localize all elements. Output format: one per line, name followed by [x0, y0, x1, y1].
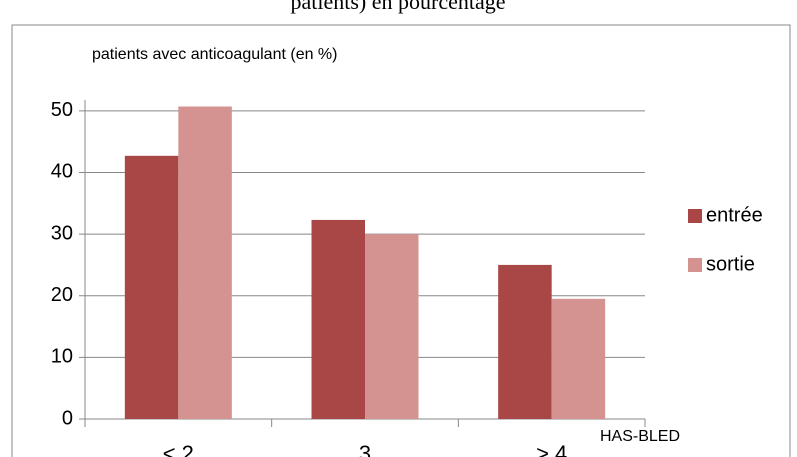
bar [124, 155, 179, 419]
y-tick-label: 20 [51, 284, 73, 306]
chart-title: patients) en pourcentage [290, 0, 505, 14]
y-tick-label: 40 [51, 161, 73, 183]
bar [365, 234, 419, 419]
bar [311, 219, 365, 419]
legend-swatch [688, 209, 702, 223]
bar [498, 264, 552, 419]
x-tick-label: > 4 [536, 441, 567, 457]
legend-label: sortie [706, 253, 755, 275]
y-tick-label: 0 [62, 407, 73, 429]
y-tick-label: 50 [51, 99, 73, 121]
legend-label: entrée [706, 204, 763, 226]
x-tick-label: 3 [359, 441, 371, 457]
y-tick-label: 10 [51, 346, 73, 368]
legend-swatch [688, 258, 702, 272]
bar [178, 106, 232, 420]
x-axis-label: HAS-BLED [600, 428, 680, 445]
y-axis-label: patients avec anticoagulant (en %) [92, 46, 337, 63]
bar [551, 298, 606, 419]
x-tick-label: < 2 [163, 441, 194, 457]
y-tick-label: 30 [51, 222, 73, 244]
